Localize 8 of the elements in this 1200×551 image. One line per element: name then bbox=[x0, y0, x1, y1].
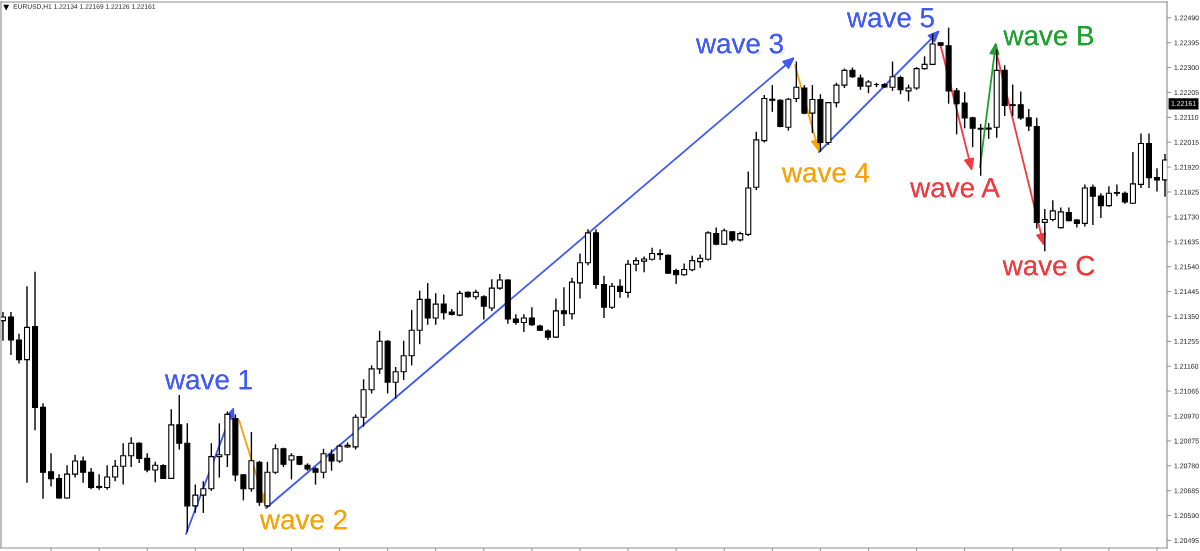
annotation: wave 5 bbox=[846, 8, 936, 30]
annotation: wave 4 bbox=[781, 163, 871, 185]
annotation: wave A bbox=[910, 178, 1002, 200]
annotation: wave 3 bbox=[695, 33, 785, 56]
annotation: wave C bbox=[1002, 255, 1096, 278]
annotation: wave 2 bbox=[259, 509, 349, 532]
annotation: wave 1 bbox=[164, 370, 254, 392]
annotation: wave B bbox=[1003, 26, 1095, 48]
